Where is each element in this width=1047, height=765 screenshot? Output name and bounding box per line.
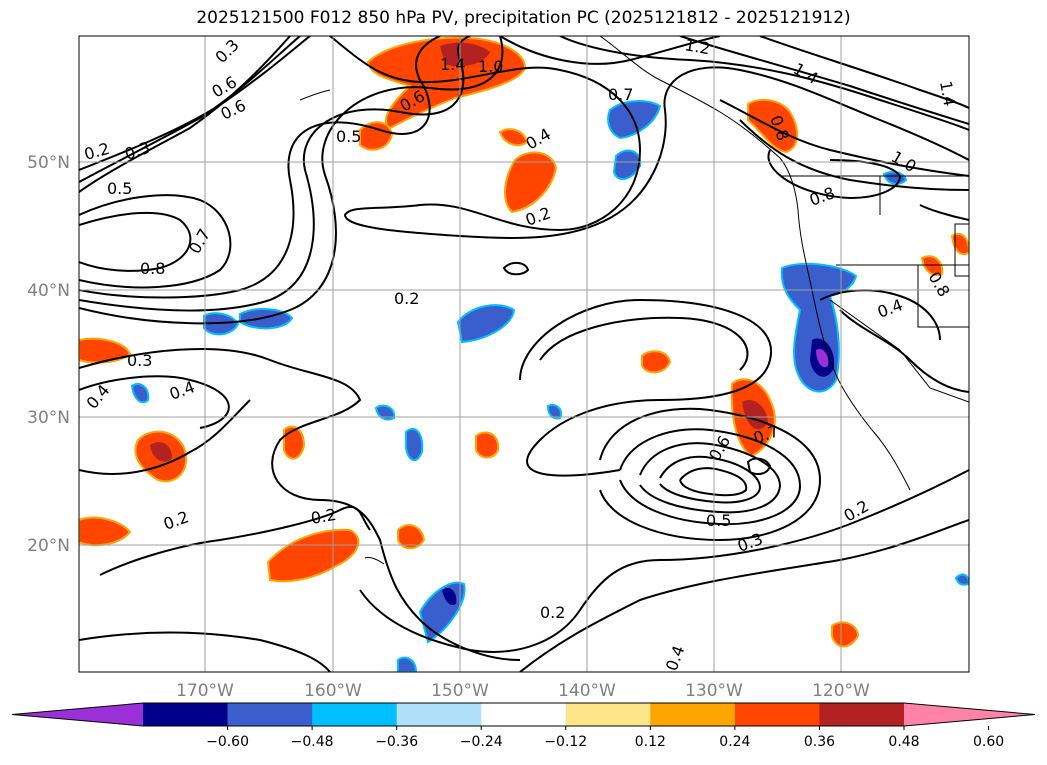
colorbar-outline	[11, 702, 1036, 727]
colorbar-segment	[227, 703, 313, 726]
colorbar-segment	[396, 703, 482, 726]
colorbar-tick-label: 0.12	[635, 734, 666, 750]
lon-label: 170°W	[176, 681, 234, 701]
contour-label: 0.7	[608, 85, 633, 104]
colorbar: −0.60 −0.48 −0.36 −0.24 −0.12 0.12 0.24 0.36 0.4…	[11, 702, 1036, 750]
colorbar-segment	[565, 703, 651, 726]
pv-contours	[79, 36, 969, 672]
lat-label: 30°N	[27, 408, 70, 428]
colorbar-segment	[143, 703, 229, 726]
colorbar-tick-label: 0.60	[973, 734, 1004, 750]
contour-label: 0.5	[107, 179, 132, 198]
colorbar-tick-label: 0.24	[719, 734, 750, 750]
contour-label: 1.2	[683, 35, 711, 58]
map-frame	[78, 35, 970, 673]
contour-label: 1.4	[936, 79, 959, 107]
contour-label: 0.2	[540, 603, 565, 622]
contour-label: 1.0	[478, 57, 503, 76]
lon-label: 130°W	[685, 681, 743, 701]
colorbar-segment	[481, 703, 567, 726]
longitude-labels: 170°W 160°W 150°W 140°W 130°W 120°W	[176, 681, 870, 701]
colorbar-segment	[734, 703, 820, 726]
colorbar-extend-min	[12, 703, 143, 726]
contour-label: 0.2	[309, 505, 337, 528]
colorbar-extend-max	[904, 703, 1035, 726]
lon-label: 120°W	[812, 681, 870, 701]
latitude-labels: 50°N 40°N 30°N 20°N	[27, 153, 70, 556]
contour-label: 0.5	[706, 511, 731, 530]
graticule	[79, 36, 969, 672]
colorbar-segment	[819, 703, 905, 726]
contour-label: 1.4	[440, 55, 465, 74]
contour-label: 0.2	[394, 289, 419, 308]
contour-label: 0.3	[127, 351, 152, 370]
coastlines	[299, 36, 969, 565]
precip-negative-areas	[130, 100, 969, 672]
lat-label: 20°N	[27, 536, 70, 556]
colorbar-tick-label: 0.36	[804, 734, 835, 750]
lon-label: 140°W	[558, 681, 616, 701]
colorbar-segment	[312, 703, 398, 726]
colorbar-tick-label: −0.48	[291, 734, 334, 750]
colorbar-tick-label: 0.48	[888, 734, 919, 750]
colorbar-tick-label: −0.60	[206, 734, 249, 750]
colorbar-tick-label: −0.36	[375, 734, 418, 750]
lon-label: 160°W	[304, 681, 362, 701]
contour-label: 0.5	[336, 127, 361, 146]
contour-label: 0.8	[140, 259, 165, 278]
lat-label: 50°N	[27, 153, 70, 173]
lon-label: 150°W	[431, 681, 489, 701]
colorbar-tick-label: −0.12	[544, 734, 587, 750]
map-title: 2025121500 F012 850 hPa PV, precipitatio…	[196, 8, 851, 28]
colorbar-tick-label: −0.24	[460, 734, 503, 750]
lat-label: 40°N	[27, 281, 70, 301]
colorbar-segment	[650, 703, 736, 726]
